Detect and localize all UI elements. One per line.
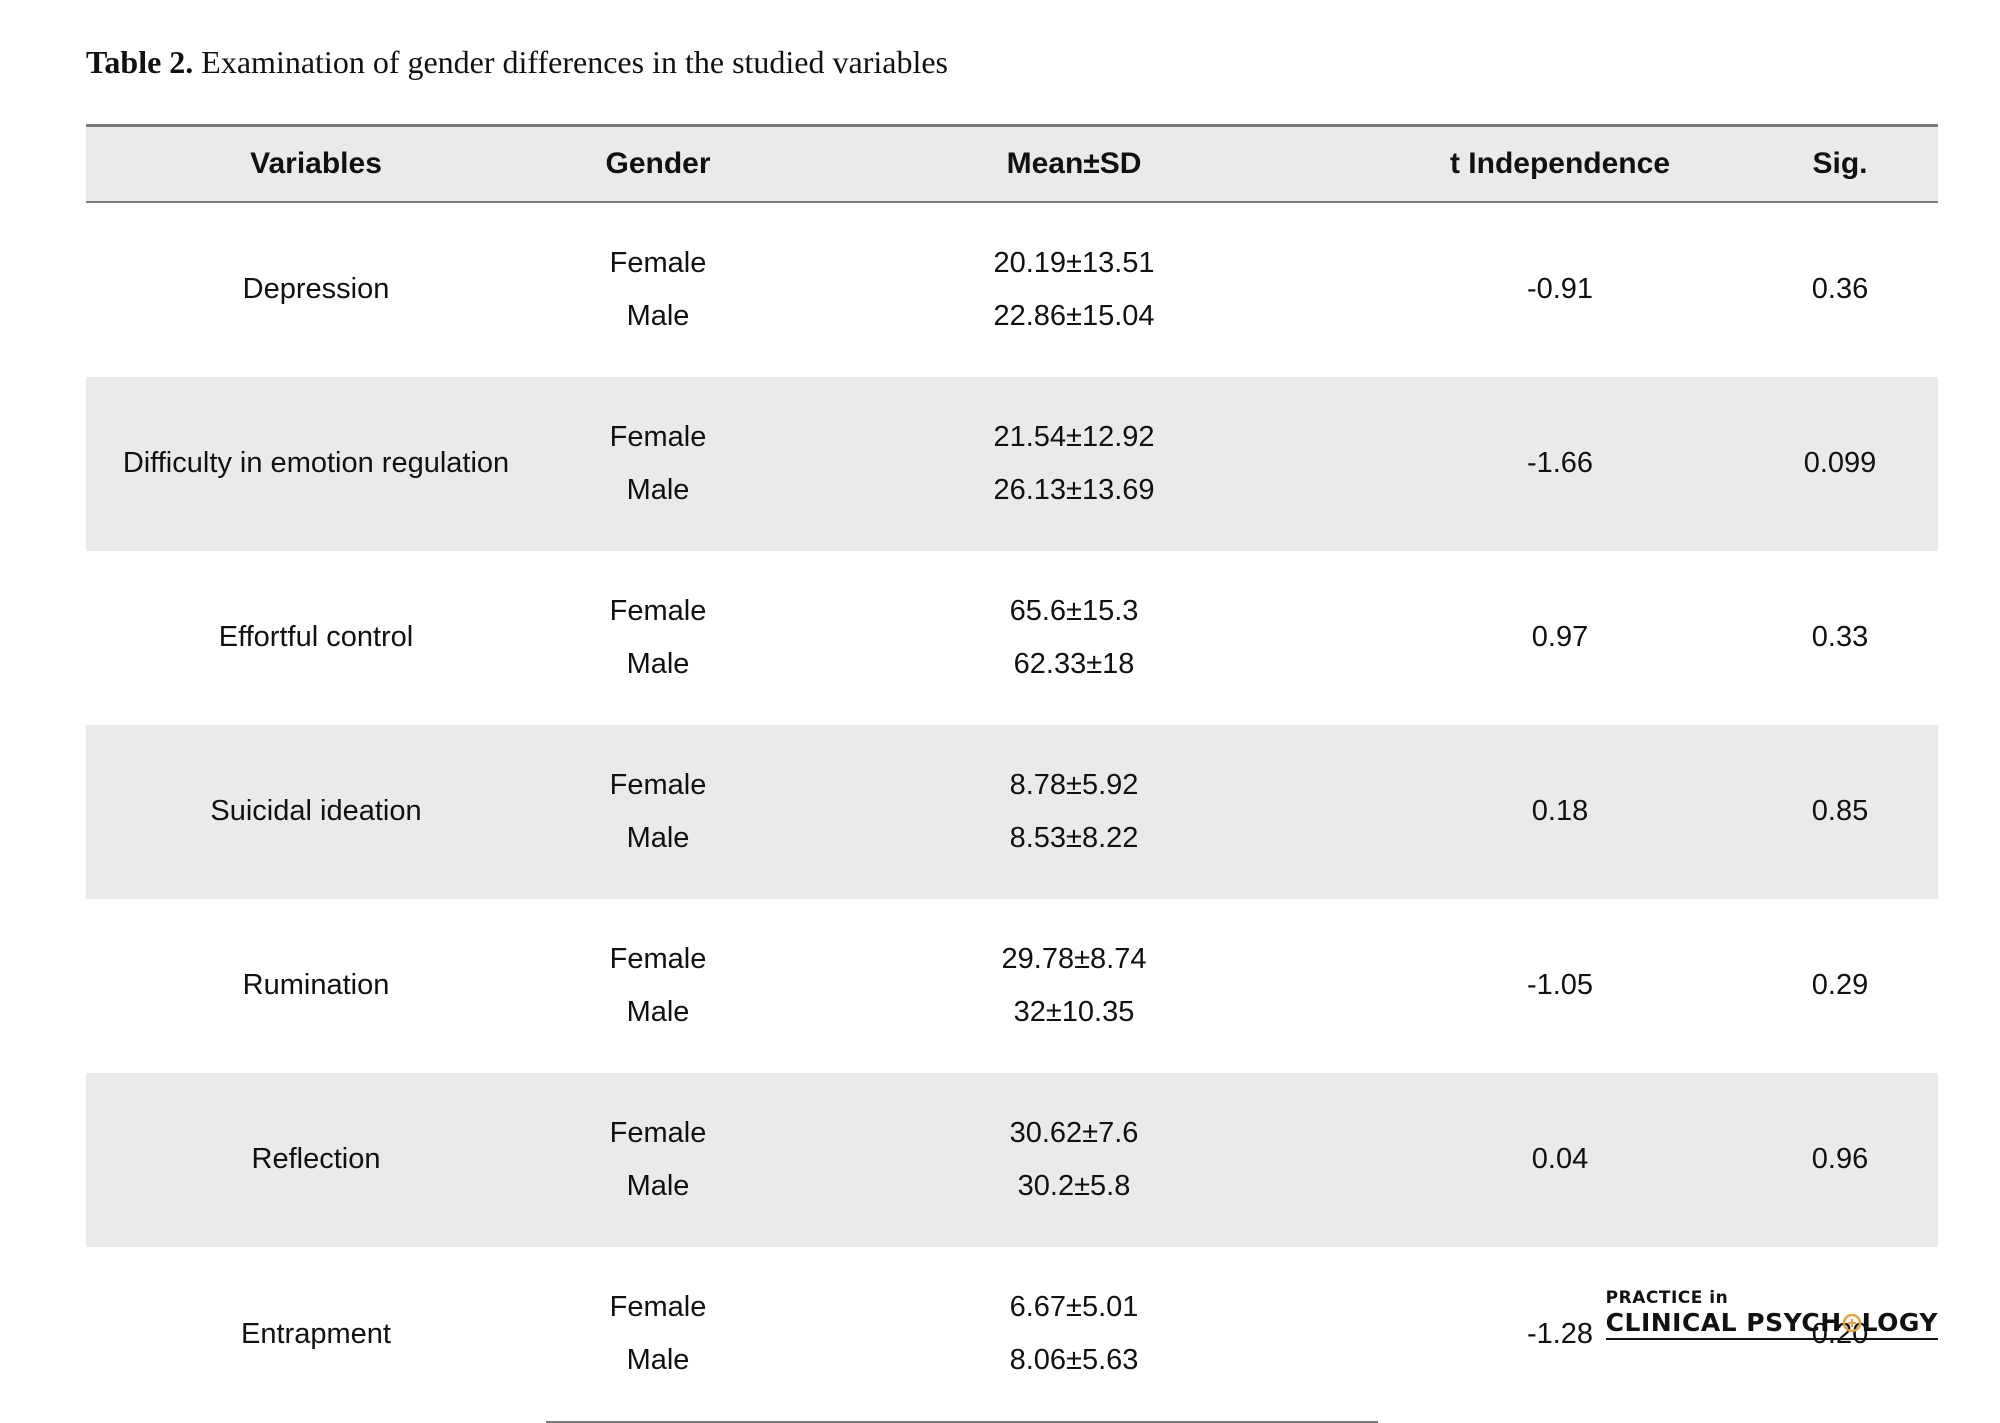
- variable-cell: Rumination: [242, 969, 390, 1001]
- table-row: Male 22.86±15.04: [86, 290, 1938, 377]
- mean-sd-cell: 22.86±15.04: [993, 299, 1155, 332]
- logo-o-icon: [1842, 1313, 1861, 1333]
- table-row: Effortful control Female 65.6±15.3 0.97 …: [86, 551, 1938, 654]
- gender-cell: Male: [626, 995, 690, 1028]
- gender-cell: Male: [546, 811, 770, 899]
- variable-cell: Suicidal ideation: [86, 724, 546, 899]
- sig-cell: 0.85: [1742, 724, 1938, 899]
- sig-cell: 0.36: [1811, 273, 1869, 305]
- table-row: Rumination Female 29.78±8.74 -1.05 0.29: [86, 899, 1938, 1002]
- variable-cell: Effortful control: [218, 621, 414, 653]
- table-row: Male 8.53±8.22: [86, 811, 1938, 899]
- sig-cell: 0.96: [1742, 1072, 1938, 1247]
- table-row: Male 26.13±13.69: [86, 463, 1938, 551]
- header-gender: Gender: [546, 124, 770, 203]
- sig-cell: 0.099: [1742, 376, 1938, 551]
- t-cell: -1.05: [1526, 969, 1594, 1001]
- journal-logo: PRACTICE in CLINICAL PSYCH LOGY: [1605, 1288, 1938, 1340]
- logo-bottom-end: LOGY: [1861, 1308, 1938, 1337]
- mean-sd-cell: 30.62±7.6: [770, 1072, 1378, 1160]
- gender-cell: Male: [546, 463, 770, 551]
- table-row: Male 32±10.35: [86, 986, 1938, 1073]
- mean-sd-cell: 6.67±5.01: [1009, 1290, 1139, 1323]
- caption-text: Examination of gender differences in the…: [201, 44, 948, 80]
- mean-sd-cell: 65.6±15.3: [1009, 594, 1139, 627]
- gender-cell: Male: [546, 1333, 770, 1423]
- header-variables: Variables: [86, 124, 546, 203]
- gender-cell: Male: [626, 299, 690, 332]
- mean-sd-cell: 8.06±5.63: [770, 1333, 1378, 1423]
- t-cell: -0.91: [1526, 273, 1594, 305]
- header-mean-sd: Mean±SD: [770, 124, 1378, 203]
- t-cell: 0.18: [1378, 724, 1742, 899]
- t-cell: -1.28: [1526, 1317, 1594, 1350]
- sig-cell: 0.33: [1811, 621, 1869, 653]
- gender-cell: Female: [609, 246, 707, 279]
- table-row: Depression Female 20.19±13.51 -0.91 0.36: [86, 202, 1938, 306]
- mean-sd-cell: 62.33±18: [1013, 647, 1135, 680]
- mean-sd-cell: 30.2±5.8: [770, 1159, 1378, 1247]
- mean-sd-cell: 32±10.35: [1013, 995, 1135, 1028]
- gender-cell: Female: [609, 1290, 707, 1323]
- mean-sd-cell: 8.78±5.92: [770, 724, 1378, 812]
- logo-top-text: PRACTICE in: [1605, 1288, 1729, 1308]
- gender-cell: Female: [609, 942, 707, 975]
- table-row: Difficulty in emotion regulation Female …: [86, 376, 1938, 551]
- gender-differences-table: Variables Gender Mean±SD t Independence …: [86, 124, 1938, 1423]
- gender-cell: Female: [546, 376, 770, 464]
- t-cell: 0.97: [1531, 621, 1589, 653]
- caption-label: Table 2.: [86, 44, 194, 80]
- table-row: Suicidal ideation Female 8.78±5.92 0.18 …: [86, 724, 1938, 899]
- variable-cell: Reflection: [86, 1072, 546, 1247]
- t-cell: 0.04: [1378, 1072, 1742, 1247]
- header-sig: Sig.: [1742, 124, 1938, 203]
- mean-sd-cell: 20.19±13.51: [993, 246, 1155, 279]
- table-row: Male 30.2±5.8: [86, 1159, 1938, 1247]
- table-row: Male 62.33±18: [86, 638, 1938, 725]
- gender-cell: Male: [546, 1159, 770, 1247]
- mean-sd-cell: 8.53±8.22: [770, 811, 1378, 899]
- table-row: Reflection Female 30.62±7.6 0.04 0.96: [86, 1072, 1938, 1247]
- table-header-row: Variables Gender Mean±SD t Independence …: [86, 124, 1938, 203]
- gender-cell: Male: [626, 647, 690, 680]
- logo-bottom-start: CLINICAL PSYCH: [1605, 1308, 1842, 1337]
- variable-cell: Depression: [242, 273, 390, 305]
- variable-cell: Entrapment: [241, 1317, 391, 1350]
- t-cell: -1.66: [1378, 376, 1742, 551]
- mean-sd-cell: 21.54±12.92: [770, 376, 1378, 464]
- mean-sd-cell: 26.13±13.69: [770, 463, 1378, 551]
- gender-cell: Female: [546, 724, 770, 812]
- sig-cell: 0.29: [1811, 969, 1869, 1001]
- gender-cell: Female: [546, 1072, 770, 1160]
- gender-cell: Female: [609, 594, 707, 627]
- header-t-independence: t Independence: [1378, 124, 1742, 203]
- table-caption: Table 2. Examination of gender differenc…: [86, 44, 948, 81]
- logo-bottom-text: CLINICAL PSYCH LOGY: [1605, 1308, 1938, 1340]
- mean-sd-cell: 29.78±8.74: [1001, 942, 1147, 975]
- variable-cell: Difficulty in emotion regulation: [86, 376, 546, 551]
